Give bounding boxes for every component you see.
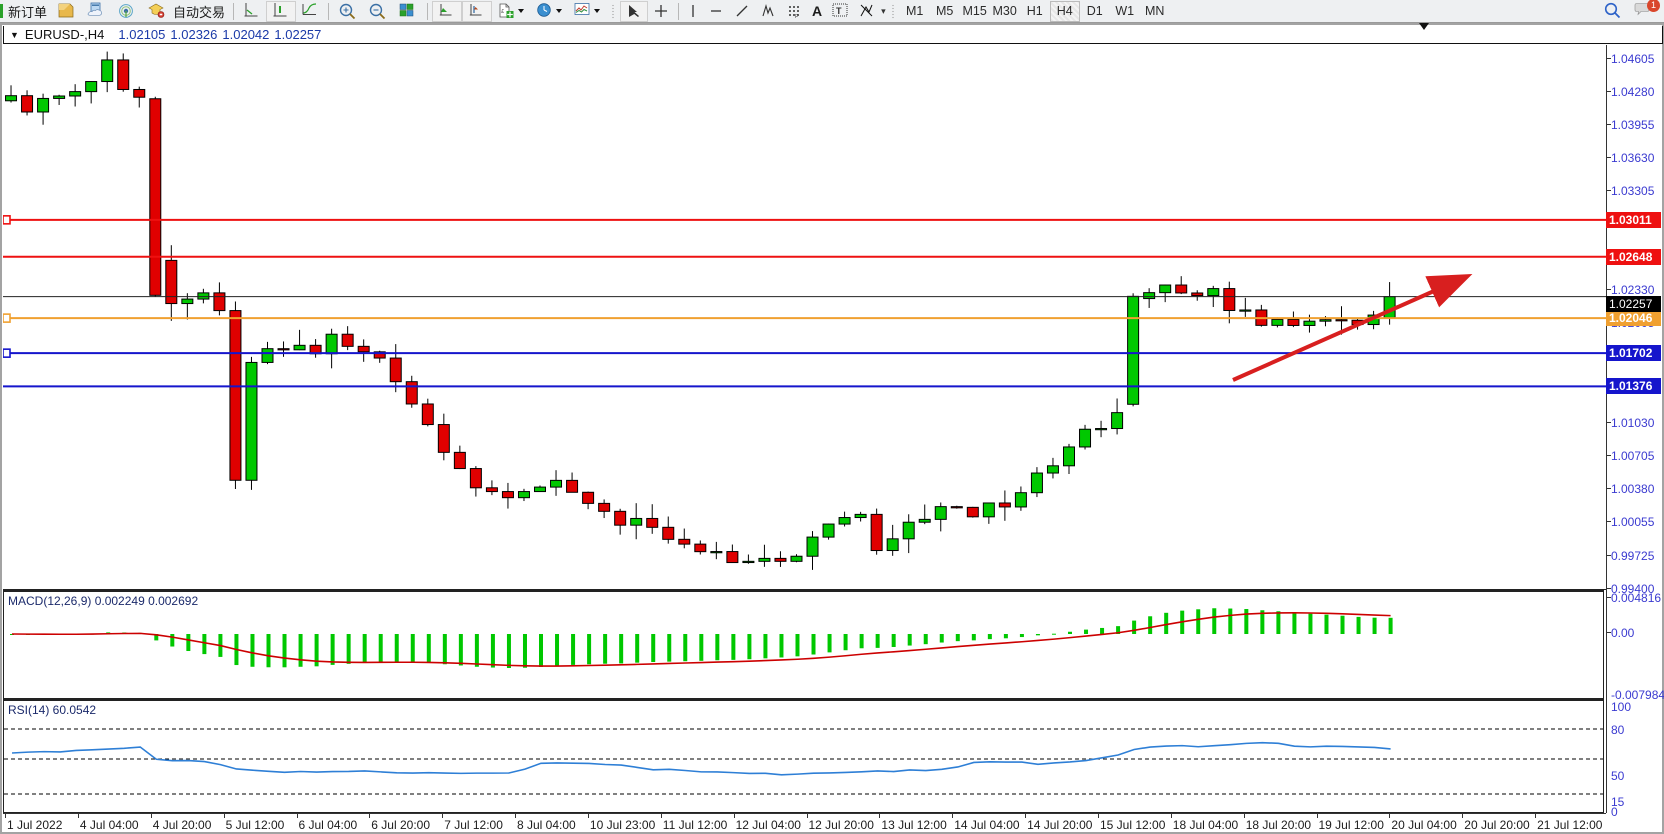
- svg-text:F: F: [795, 14, 798, 19]
- svg-text:T: T: [836, 6, 842, 16]
- svg-text:£: £: [501, 9, 504, 15]
